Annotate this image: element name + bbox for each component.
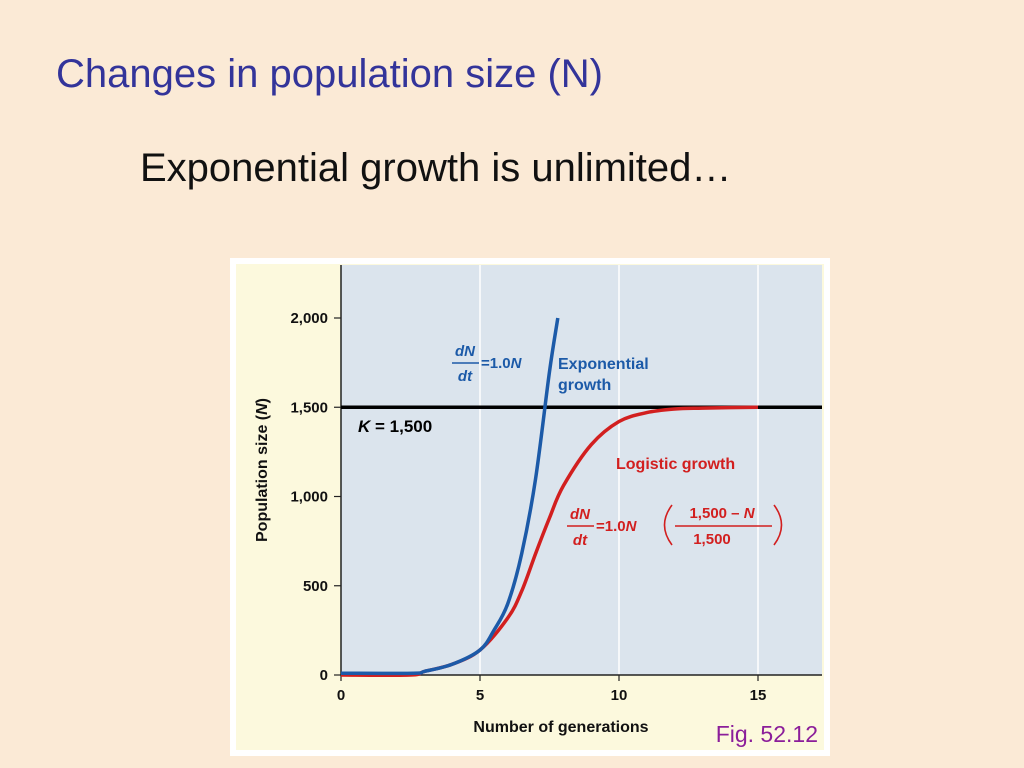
x-axis-ticks: 0 5 10 15	[337, 675, 767, 704]
logistic-eq-frac-denominator: 1,500	[693, 531, 731, 548]
carrying-capacity-label: K = 1,500	[358, 417, 432, 436]
x-tick-label: 10	[611, 687, 628, 704]
logistic-series-label: Logistic growth	[616, 456, 735, 473]
logistic-equation: dN dt =1.0N 1,500 – N 1,500	[567, 504, 783, 549]
exponential-eq-numerator: dN	[455, 343, 476, 360]
exponential-eq-denominator: dt	[458, 368, 473, 385]
x-tick-label: 0	[337, 687, 345, 704]
x-axis-title: Number of generations	[473, 719, 648, 736]
x-tick-label: 15	[750, 687, 767, 704]
x-tick-label: 5	[476, 687, 484, 704]
slide-subtitle: Exponential growth is unlimited…	[140, 146, 732, 190]
y-tick-label: 0	[320, 667, 328, 684]
y-tick-label: 500	[303, 578, 328, 595]
exponential-series-label-line2: growth	[558, 377, 611, 394]
logistic-eq-denominator: dt	[573, 532, 588, 549]
y-tick-label: 1,000	[290, 489, 328, 506]
logistic-eq-rhs: =1.0N	[596, 518, 638, 535]
exponential-growth-line	[340, 317, 560, 676]
exponential-series-label-line1: Exponential	[558, 356, 649, 373]
logistic-eq-right-paren	[773, 504, 783, 546]
y-axis-title: Population size (N)	[254, 398, 271, 542]
exponential-eq-rhs: =1.0N	[481, 355, 523, 372]
figure-caption: Fig. 52.12	[716, 721, 818, 747]
exponential-equation: dN dt =1.0N	[452, 343, 523, 385]
slide-title: Changes in population size (N)	[56, 52, 603, 96]
logistic-eq-left-paren	[663, 504, 673, 546]
logistic-eq-numerator: dN	[570, 506, 591, 523]
y-axis-ticks: 0 500 1,000 1,500 2,000	[290, 310, 341, 684]
y-tick-label: 1,500	[290, 399, 328, 416]
plot-area	[341, 265, 822, 675]
logistic-eq-frac-numerator: 1,500 – N	[689, 505, 755, 522]
grid-lines	[479, 265, 759, 675]
y-tick-label: 2,000	[290, 310, 328, 327]
